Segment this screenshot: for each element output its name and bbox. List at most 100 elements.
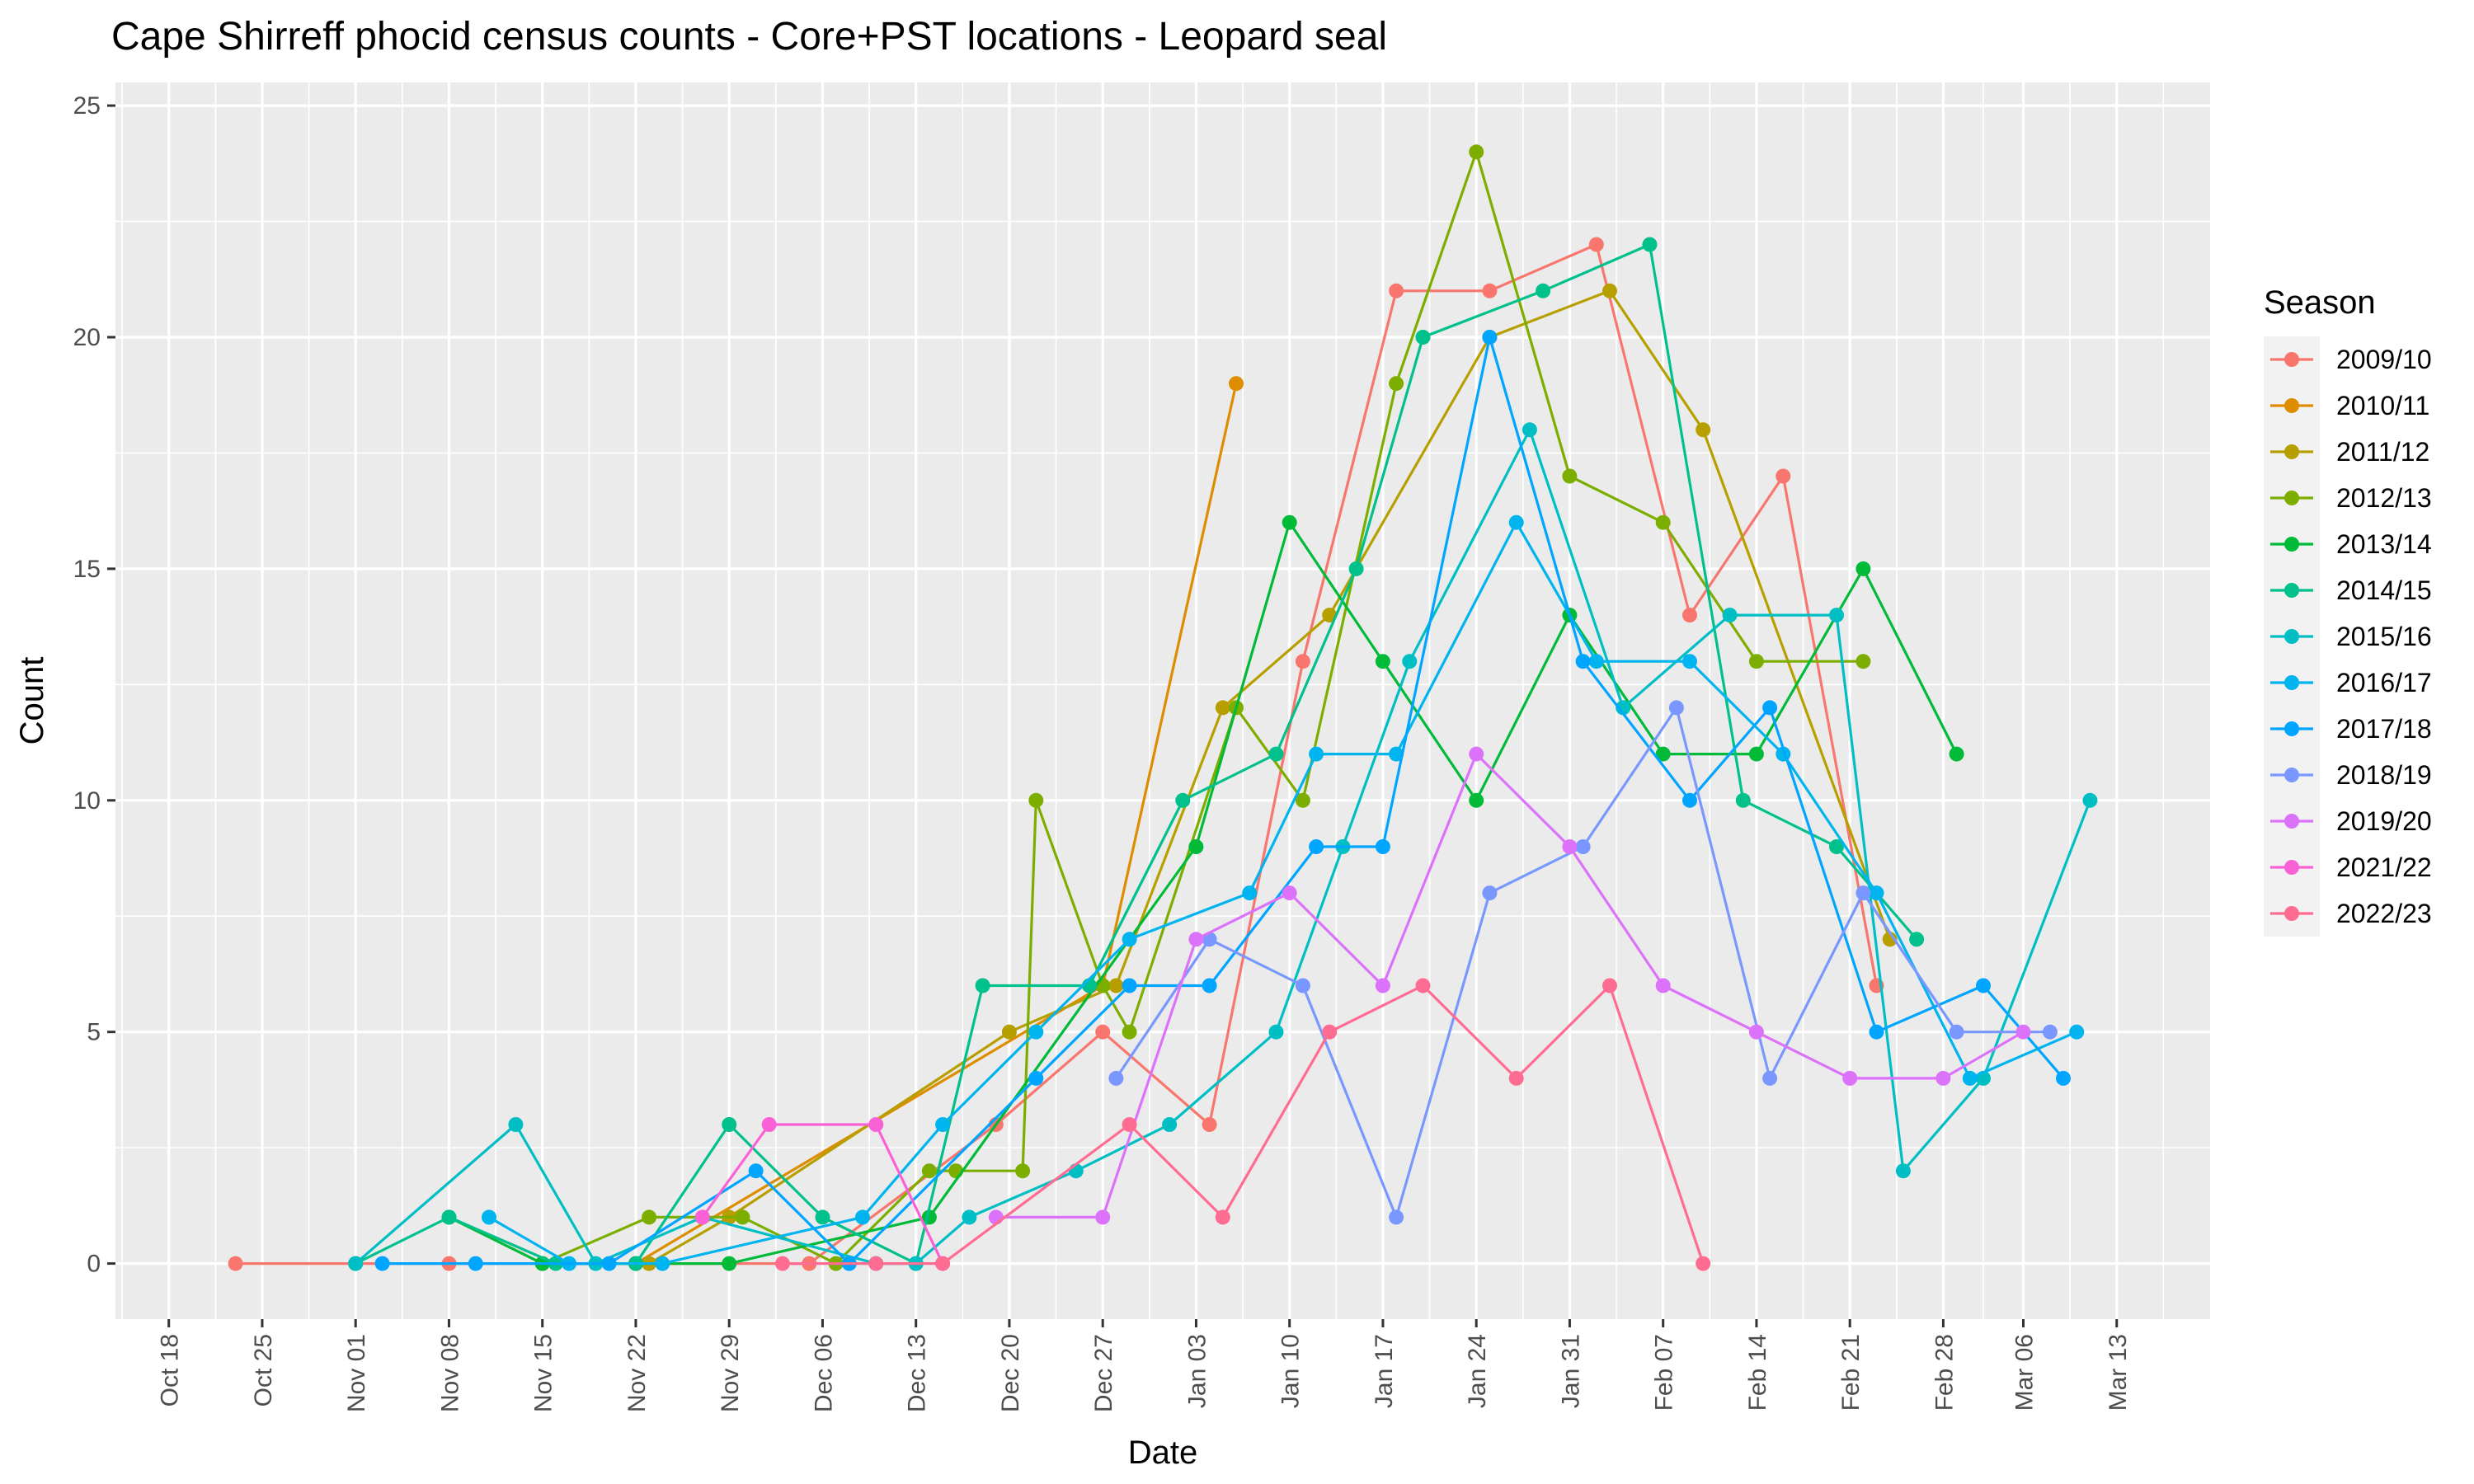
data-point	[774, 1256, 790, 1271]
data-point	[1309, 839, 1324, 854]
data-point	[1909, 932, 1925, 947]
x-tick-label: Nov 08	[436, 1334, 463, 1412]
legend: Season 2009/10 2010/11 2011/12 2012/13 2013/…	[2264, 284, 2432, 937]
data-point	[1869, 885, 1884, 901]
data-point	[761, 1117, 777, 1132]
x-tick-label: Nov 01	[343, 1334, 370, 1412]
data-point	[1935, 1070, 1951, 1086]
data-point	[735, 1209, 750, 1225]
data-point	[1748, 1024, 1764, 1040]
x-tick-label: Nov 15	[530, 1334, 557, 1412]
legend-item: 2013/14	[2270, 529, 2432, 559]
data-point	[1469, 746, 1484, 762]
data-point	[1389, 376, 1404, 392]
legend-key-point	[2284, 675, 2299, 690]
x-tick-label: Dec 06	[810, 1334, 837, 1412]
legend-item: 2014/15	[2270, 575, 2432, 605]
series-line	[995, 753, 2025, 1219]
series-2017-18	[374, 330, 2071, 1271]
data-point	[1655, 746, 1671, 762]
data-point	[1949, 1024, 1964, 1040]
x-tick-label: Jan 03	[1183, 1334, 1211, 1408]
legend-item: 2010/11	[2270, 391, 2429, 420]
data-point	[1616, 700, 1631, 716]
data-point	[868, 1117, 884, 1132]
x-tick-label: Feb 14	[1744, 1334, 1771, 1411]
data-point	[1748, 746, 1764, 762]
data-point	[1562, 468, 1578, 484]
data-point	[1762, 700, 1778, 716]
data-point	[1722, 608, 1738, 623]
major-gridlines	[115, 82, 2210, 1319]
data-point	[441, 1209, 457, 1225]
legend-item: 2012/13	[2270, 483, 2432, 513]
data-point	[1375, 978, 1390, 993]
data-point	[1188, 839, 1204, 854]
data-point	[1762, 1070, 1778, 1086]
data-point	[1482, 330, 1498, 345]
data-point	[1309, 746, 1324, 762]
data-point	[1575, 839, 1591, 854]
x-tick-label: Mar 06	[2011, 1334, 2039, 1411]
data-point	[1242, 885, 1258, 901]
y-axis: 0 5 10 15 20 25	[73, 92, 115, 1278]
legend-item: 2021/22	[2270, 852, 2432, 882]
data-point	[722, 1117, 737, 1132]
data-point	[1415, 978, 1431, 993]
data-point	[1122, 978, 1137, 993]
y-tick-label: 5	[87, 1019, 101, 1046]
data-point	[1696, 1256, 1711, 1271]
series-2019-20	[988, 746, 2031, 1225]
data-point	[228, 1256, 243, 1271]
data-point	[935, 1256, 951, 1271]
series-line	[542, 150, 1864, 1266]
data-point	[868, 1256, 884, 1271]
data-point	[1962, 1070, 1978, 1086]
legend-item: 2022/23	[2270, 899, 2432, 928]
data-point	[1001, 1024, 1017, 1040]
x-tick-label: Mar 13	[2105, 1334, 2132, 1411]
data-point	[1522, 422, 1537, 438]
data-point	[1268, 1024, 1284, 1040]
data-point	[348, 1256, 364, 1271]
data-point	[1015, 1163, 1031, 1179]
legend-label: 2013/14	[2336, 529, 2432, 559]
legend-item: 2017/18	[2270, 714, 2432, 744]
data-point	[601, 1256, 617, 1271]
data-point	[1856, 561, 1871, 576]
legend-item: 2018/19	[2270, 760, 2432, 790]
data-point	[1402, 654, 1418, 669]
legend-key-point	[2284, 398, 2299, 413]
data-point	[935, 1117, 951, 1132]
data-point	[655, 1256, 670, 1271]
legend-key-point	[2284, 860, 2299, 875]
x-tick-label: Jan 24	[1464, 1334, 1491, 1408]
data-point	[1469, 144, 1484, 160]
x-axis-title: Date	[1128, 1435, 1198, 1471]
data-point	[1829, 839, 1844, 854]
x-tick-label: Jan 31	[1557, 1334, 1584, 1408]
x-tick-label: Dec 27	[1090, 1334, 1117, 1412]
x-tick-label: Oct 25	[250, 1334, 277, 1407]
minor-gridlines	[115, 82, 2210, 1319]
legend-key-point	[2284, 768, 2299, 782]
data-point	[1682, 792, 1697, 808]
data-point	[1375, 839, 1390, 854]
x-tick-label: Feb 21	[1837, 1334, 1865, 1411]
legend-label: 2019/20	[2336, 806, 2432, 836]
legend-label: 2016/17	[2336, 668, 2432, 697]
data-point	[1949, 746, 1964, 762]
x-tick-label: Feb 07	[1651, 1334, 1678, 1411]
x-tick-label: Nov 29	[717, 1334, 744, 1412]
data-point	[1508, 1070, 1524, 1086]
y-axis-title: Count	[14, 657, 50, 745]
legend-key-point	[2284, 444, 2299, 459]
data-point	[1976, 978, 1991, 993]
x-axis: Oct 18 Oct 25 Nov 01 Nov 08 Nov 15 Nov 22 Nov …	[157, 1319, 2132, 1412]
series-2012-13	[534, 144, 1871, 1271]
data-point	[921, 1163, 937, 1179]
data-point	[2056, 1070, 2071, 1086]
data-point	[1108, 978, 1124, 993]
data-point	[374, 1256, 390, 1271]
